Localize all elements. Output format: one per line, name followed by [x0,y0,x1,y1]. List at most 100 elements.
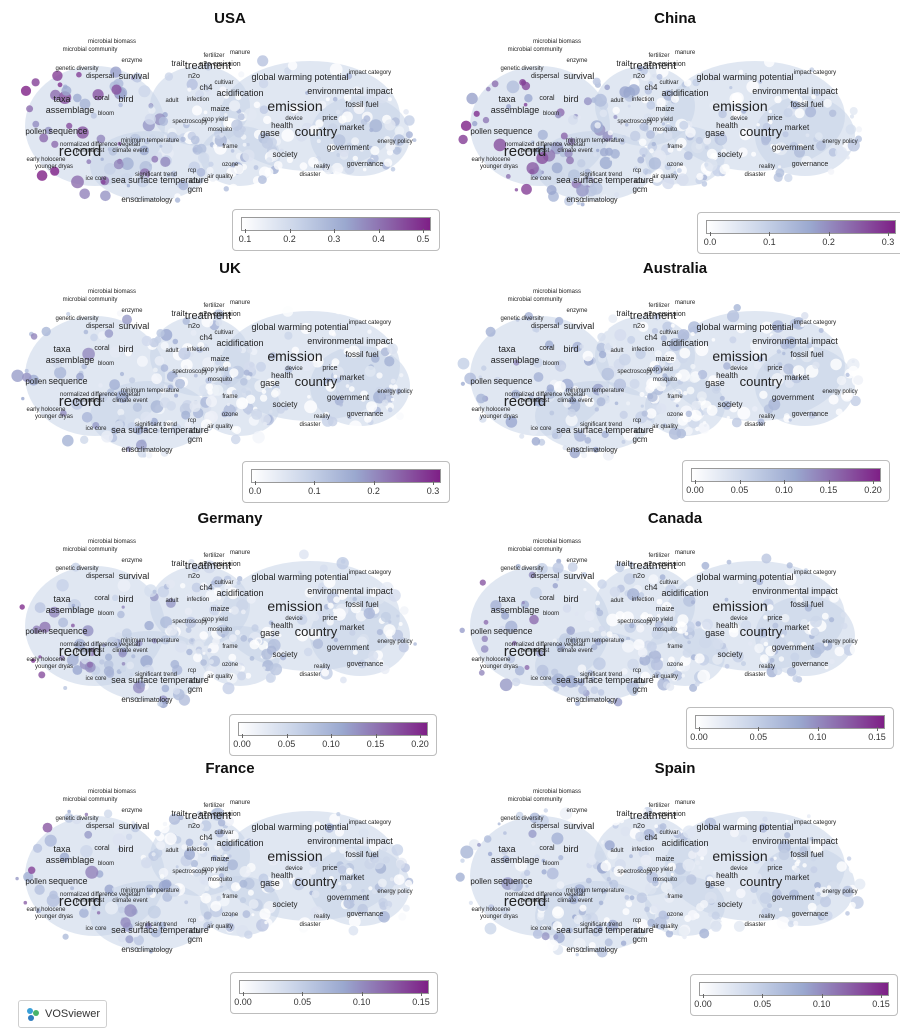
node [144,138,150,145]
vosviewer-logo: VOSviewer [18,1000,108,1028]
node [141,857,152,869]
node [555,171,565,181]
node [235,884,241,890]
node [347,415,352,419]
node [699,928,710,939]
node [79,188,90,200]
node [807,902,817,912]
legend-tick-label: 0.3 [426,486,440,496]
node [704,891,717,904]
term-label: minimum temperature [121,888,180,894]
term-label: environmental impact [307,586,393,596]
node [637,156,645,164]
node [178,180,189,191]
term-label: government [772,893,815,902]
color-scale-bar [699,982,889,996]
term-label: bloom [98,361,114,367]
node [112,887,117,892]
node [116,390,129,403]
term-label: frame [667,144,683,150]
term-label: fertilizer [203,53,224,59]
node [803,568,808,573]
node [780,613,790,623]
term-label: infection [632,597,654,603]
node [164,72,174,81]
term-label: normalized difference vegetati [60,892,140,898]
node [573,915,583,925]
node [59,852,70,863]
node [692,78,700,87]
node [96,134,106,144]
node [596,342,606,353]
term-label: fertilizer [203,803,224,809]
node [198,915,205,922]
legend-tick-label: 0.05 [730,485,749,495]
node [318,100,327,110]
node [72,814,82,825]
term-label: spectroscopy [172,619,207,625]
term-label: dispersal [531,323,559,330]
term-label: market [340,623,365,632]
node [640,614,646,620]
node [545,340,554,349]
node [660,379,667,387]
node [651,141,656,147]
term-label: acidification [661,588,708,598]
node [345,384,350,388]
node [822,593,827,598]
node [84,830,93,839]
node [298,570,302,575]
node [784,173,793,183]
node [823,642,828,647]
term-label: price [767,615,782,622]
term-label: pollen [470,877,491,886]
node [393,874,405,885]
term-label: emission [267,98,322,114]
node [784,832,791,839]
node [477,843,481,847]
node [650,903,661,914]
node [596,397,606,407]
legend-tick-label: 0.05 [753,999,772,1009]
term-label: gase [705,128,725,138]
node [384,119,396,131]
node [124,904,137,917]
node [639,306,646,314]
term-label: fossil fuel [790,600,824,609]
node [723,362,731,370]
node [481,365,487,371]
term-label: minimum temperature [566,138,625,144]
node [687,640,691,645]
term-label: microbial community [63,797,118,803]
node [733,304,741,312]
node [588,627,595,633]
term-label: dispersal [86,73,114,80]
node [619,930,626,937]
node [773,666,783,676]
node [348,386,355,392]
node [664,351,677,364]
term-label: assemblage [46,105,95,115]
node [568,894,579,905]
node [567,137,575,146]
term-label: fertilizer [203,303,224,309]
node [325,97,330,102]
node [129,672,133,676]
node [769,333,783,347]
node [763,641,769,647]
node [771,373,784,386]
node [601,194,608,201]
node [708,71,718,82]
node [608,314,618,323]
term-label: manure [230,800,251,806]
node [198,178,203,183]
node [261,626,274,639]
node [181,410,191,420]
term-label: market [340,123,365,132]
node [125,935,134,944]
node [383,387,393,397]
node [810,627,820,637]
term-label: microbial biomass [533,789,581,795]
node [596,946,608,958]
node [132,637,136,641]
